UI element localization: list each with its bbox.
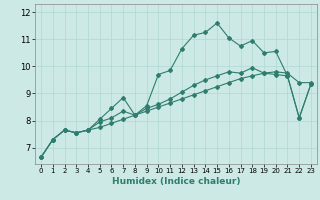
X-axis label: Humidex (Indice chaleur): Humidex (Indice chaleur) [112,177,240,186]
